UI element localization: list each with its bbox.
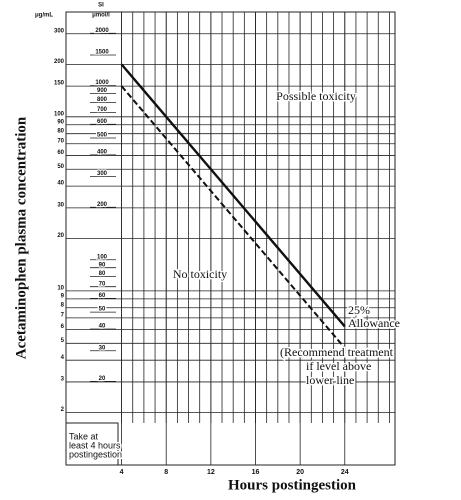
y-tick-label: 4 <box>61 355 65 361</box>
x-tick-label: 8 <box>164 469 168 476</box>
y2-tick-label: 1500 <box>95 50 109 56</box>
y2-tick-label: 40 <box>99 324 106 330</box>
y2-tick-label: 80 <box>99 271 106 277</box>
annotation: No toxicity <box>173 267 227 281</box>
annotation: postingestion <box>69 449 122 459</box>
x-tick-label: 24 <box>341 469 349 476</box>
y-tick-label: 3 <box>61 377 65 383</box>
x-tick-label: 12 <box>207 469 215 476</box>
annotation: lower line <box>306 373 354 387</box>
y-axis-title: Acetaminophen plasma concentration <box>13 116 29 359</box>
y-tick-label: 300 <box>54 28 65 34</box>
y-tick-label: 9 <box>61 293 65 299</box>
y2-tick-label: 2000 <box>95 28 109 34</box>
annotation: if level above <box>306 359 371 373</box>
y2-tick-label: 600 <box>97 119 108 125</box>
y2-tick-label: 400 <box>97 149 108 155</box>
y2-tick-label: 700 <box>97 107 108 113</box>
y-tick-label: 60 <box>57 150 64 156</box>
y-tick-label: 50 <box>57 164 64 170</box>
y2-tick-label: 1000 <box>95 80 109 86</box>
y2-tick-label: 50 <box>99 307 106 313</box>
line-series <box>120 85 346 349</box>
y-tick-label: 5 <box>61 338 65 344</box>
x-tick-label: 20 <box>296 469 304 476</box>
y2-tick-label: 20 <box>99 376 106 382</box>
y-tick-label: 150 <box>54 81 65 87</box>
y-tick-label: 30 <box>57 202 64 208</box>
y2-tick-label: 60 <box>99 293 106 299</box>
y-tick-label: 100 <box>54 111 65 117</box>
annotation: 25% <box>348 303 370 317</box>
y-tick-label: 20 <box>57 233 64 239</box>
annotation: Allowance <box>348 316 400 330</box>
y-tick-label: 40 <box>57 181 64 187</box>
y-unit: μg/mL <box>35 13 53 19</box>
annotation: Possible toxicity <box>276 89 356 103</box>
line-series <box>120 63 346 328</box>
y-tick-label: 90 <box>57 119 64 125</box>
y-tick-label: 6 <box>61 324 65 330</box>
y-tick-label: 10 <box>57 285 64 291</box>
y2-tick-label: 800 <box>97 97 108 103</box>
y2-tick-label: 200 <box>97 202 108 208</box>
y-tick-label: 80 <box>57 128 64 134</box>
x-axis-title: Hours postingestion <box>228 477 357 493</box>
y2-tick-label: 90 <box>99 262 106 268</box>
y-tick-label: 200 <box>54 59 65 65</box>
y2-tick-label: 70 <box>99 281 106 287</box>
y2-tick-label: 500 <box>97 133 108 139</box>
y2-tick-label: 30 <box>99 345 106 351</box>
y-tick-label: 2 <box>61 407 65 413</box>
y-tick-label: 7 <box>61 312 65 318</box>
annotation: (Recommend treatment <box>280 345 394 359</box>
y2-tick-label: 900 <box>97 88 108 94</box>
x-tick-label: 16 <box>252 469 260 476</box>
y2-unit: μmol/l <box>92 13 110 19</box>
y2-system: SI <box>98 3 104 9</box>
annotation: Take at <box>69 431 99 441</box>
y-tick-label: 70 <box>57 138 64 144</box>
y-tick-label: 8 <box>61 302 65 308</box>
x-tick-label: 4 <box>120 469 124 476</box>
note-box <box>65 422 119 466</box>
annotation: least 4 hours <box>69 440 121 450</box>
y2-tick-label: 100 <box>97 254 108 260</box>
y2-tick-label: 300 <box>97 171 108 177</box>
